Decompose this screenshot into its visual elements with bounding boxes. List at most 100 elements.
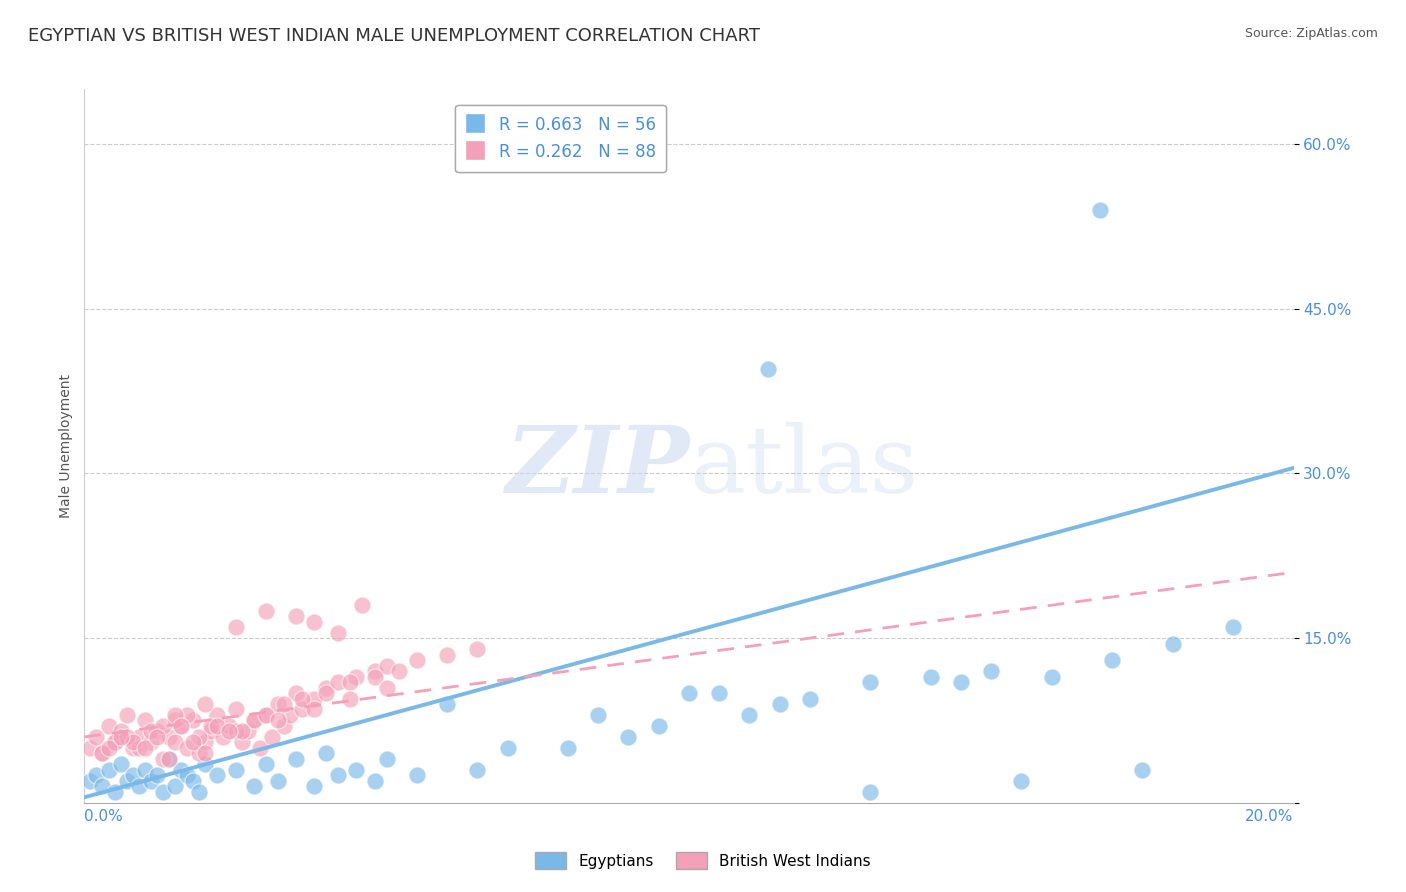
Point — [139, 735, 162, 749]
Point — [134, 714, 156, 728]
Point — [242, 714, 264, 728]
Point — [163, 714, 186, 728]
Point — [121, 740, 143, 755]
Point — [769, 697, 792, 711]
Point — [315, 686, 337, 700]
Point — [756, 362, 779, 376]
Point — [1088, 202, 1111, 217]
Point — [86, 768, 108, 782]
Point — [557, 740, 579, 755]
Point — [128, 780, 150, 794]
Point — [278, 708, 301, 723]
Point — [328, 768, 350, 782]
Point — [110, 724, 132, 739]
Point — [79, 773, 101, 788]
Point — [352, 598, 374, 612]
Point — [218, 719, 240, 733]
Point — [212, 730, 235, 744]
Point — [86, 730, 108, 744]
Point — [121, 768, 143, 782]
Point — [91, 747, 114, 761]
Point — [254, 757, 277, 772]
Point — [339, 691, 361, 706]
Point — [709, 686, 731, 700]
Point — [980, 664, 1002, 678]
Point — [146, 768, 169, 782]
Point — [91, 747, 114, 761]
Point — [302, 780, 325, 794]
Point — [188, 730, 211, 744]
Point — [588, 708, 610, 723]
Point — [1161, 637, 1184, 651]
Point — [97, 719, 120, 733]
Point — [152, 752, 174, 766]
Point — [176, 708, 198, 723]
Point — [363, 664, 385, 678]
Point — [284, 686, 308, 700]
Point — [181, 714, 204, 728]
Point — [284, 609, 308, 624]
Point — [157, 752, 180, 766]
Point — [170, 719, 193, 733]
Point — [254, 708, 277, 723]
Point — [267, 697, 290, 711]
Point — [436, 697, 458, 711]
Point — [302, 615, 325, 629]
Point — [115, 773, 138, 788]
Point — [1101, 653, 1123, 667]
Point — [388, 664, 411, 678]
Point — [200, 719, 222, 733]
Point — [200, 724, 222, 739]
Point — [188, 747, 211, 761]
Point — [859, 785, 882, 799]
Point — [920, 669, 942, 683]
Point — [79, 740, 101, 755]
Point — [1010, 773, 1032, 788]
Point — [273, 719, 295, 733]
Point — [152, 719, 174, 733]
Point — [267, 773, 290, 788]
Point — [346, 763, 368, 777]
Point — [406, 653, 429, 667]
Point — [181, 735, 204, 749]
Point — [139, 724, 162, 739]
Point — [115, 730, 138, 744]
Point — [104, 735, 127, 749]
Legend: R = 0.663   N = 56, R = 0.262   N = 88: R = 0.663 N = 56, R = 0.262 N = 88 — [456, 104, 666, 172]
Point — [436, 648, 458, 662]
Point — [152, 785, 174, 799]
Point — [128, 730, 150, 744]
Text: ZIP: ZIP — [505, 423, 689, 512]
Legend: Egyptians, British West Indians: Egyptians, British West Indians — [529, 846, 877, 875]
Point — [254, 708, 277, 723]
Point — [328, 675, 350, 690]
Point — [375, 681, 398, 695]
Point — [236, 724, 259, 739]
Point — [157, 752, 180, 766]
Point — [225, 763, 247, 777]
Point — [231, 724, 253, 739]
Point — [260, 730, 283, 744]
Point — [1130, 763, 1153, 777]
Point — [110, 730, 132, 744]
Point — [231, 735, 253, 749]
Point — [157, 730, 180, 744]
Point — [91, 780, 114, 794]
Point — [194, 757, 217, 772]
Point — [188, 785, 211, 799]
Point — [267, 714, 290, 728]
Point — [218, 724, 240, 739]
Point — [194, 735, 217, 749]
Point — [617, 730, 640, 744]
Point — [163, 735, 186, 749]
Point — [163, 780, 186, 794]
Text: 0.0%: 0.0% — [84, 809, 124, 823]
Point — [315, 747, 337, 761]
Point — [110, 757, 132, 772]
Point — [375, 752, 398, 766]
Point — [328, 625, 350, 640]
Point — [225, 724, 247, 739]
Point — [339, 675, 361, 690]
Point — [104, 785, 127, 799]
Point — [363, 669, 385, 683]
